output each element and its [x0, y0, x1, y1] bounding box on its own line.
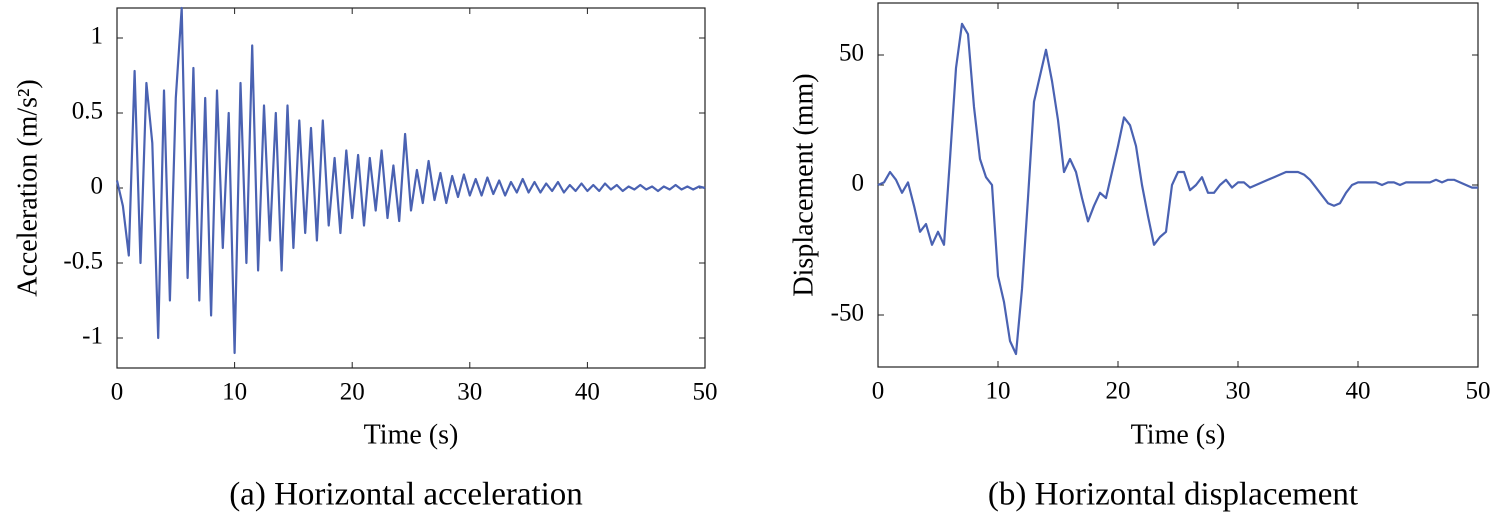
y-tick-label: -0.5	[63, 248, 103, 275]
x-tick-label: 10	[986, 378, 1011, 405]
caption: (b) Horizontal displacement	[988, 477, 1358, 513]
y-tick-label: -50	[831, 300, 864, 327]
x-tick-label: 10	[222, 379, 247, 406]
y-tick-label: 0	[91, 173, 104, 200]
x-tick-label: 50	[693, 379, 718, 406]
x-tick-label: 30	[1226, 378, 1251, 405]
data-line	[115, 6, 706, 355]
x-tick-label: 50	[1466, 378, 1491, 405]
plot-frame	[877, 2, 1479, 368]
x-axis-label: Time (s)	[1131, 419, 1226, 450]
y-axis-label: Acceleration (m/s²)	[12, 79, 43, 297]
x-tick-label: 0	[111, 379, 124, 406]
y-tick-label: 50	[839, 40, 864, 67]
y-tick-label: -1	[82, 323, 103, 350]
caption: (a) Horizontal acceleration	[229, 477, 583, 513]
y-tick-label: 0	[852, 170, 865, 197]
x-tick-label: 30	[457, 379, 482, 406]
x-tick-label: 0	[872, 378, 885, 405]
y-tick-label: 0.5	[72, 98, 103, 125]
x-axis-label: Time (s)	[364, 419, 459, 450]
y-tick-label: 1	[91, 23, 104, 50]
x-tick-label: 20	[1106, 378, 1131, 405]
x-tick-label: 40	[1346, 378, 1371, 405]
data-line	[877, 22, 1478, 356]
plot-frame	[116, 7, 706, 369]
y-axis-label: Displacement (mm)	[788, 73, 819, 296]
x-tick-label: 40	[575, 379, 600, 406]
x-tick-label: 20	[340, 379, 365, 406]
